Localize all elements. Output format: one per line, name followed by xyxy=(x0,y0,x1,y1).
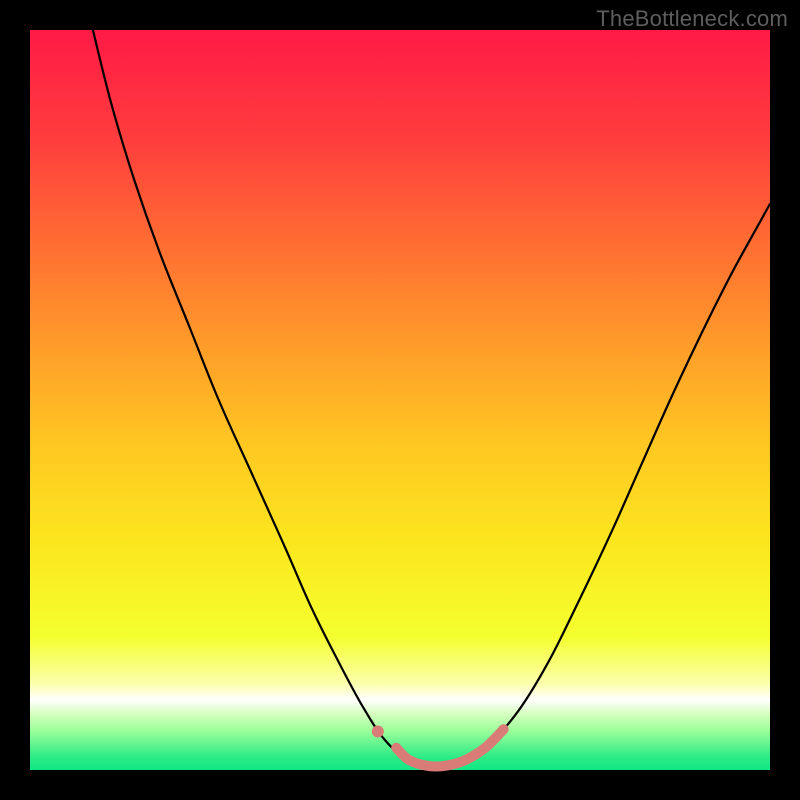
bottleneck-curve xyxy=(93,30,770,767)
optimal-range-end-dot xyxy=(391,743,401,753)
optimal-range-end-dot xyxy=(499,724,509,734)
curve-layer xyxy=(30,30,770,770)
plot-area xyxy=(30,30,770,770)
optimal-range-dot xyxy=(372,726,384,738)
watermark-text: TheBottleneck.com xyxy=(596,6,788,32)
chart-stage: TheBottleneck.com xyxy=(0,0,800,800)
optimal-range-segment xyxy=(396,729,503,766)
